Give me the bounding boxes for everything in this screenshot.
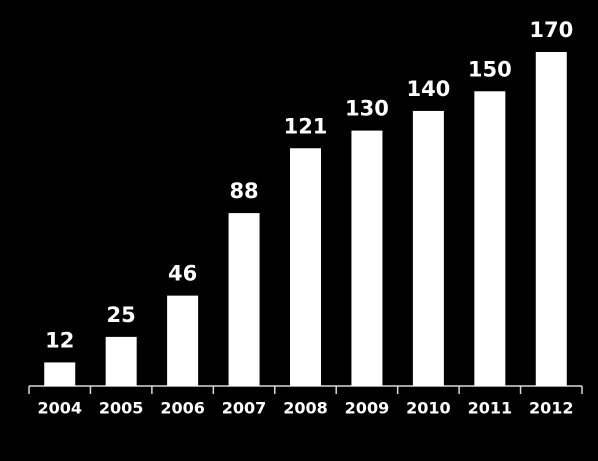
bar — [412, 110, 444, 387]
data-label: 121 — [284, 114, 328, 138]
x-tick-label: 2012 — [529, 399, 574, 418]
bar — [228, 213, 260, 386]
data-label: 140 — [406, 77, 450, 101]
data-label: 130 — [345, 97, 389, 121]
data-label: 88 — [229, 179, 258, 203]
data-label: 12 — [45, 328, 74, 352]
data-label: 25 — [107, 303, 136, 327]
x-tick-label: 2009 — [345, 399, 390, 418]
x-tick-label: 2006 — [160, 399, 205, 418]
bar — [290, 148, 321, 386]
data-label: 170 — [529, 18, 573, 42]
bar — [535, 52, 567, 386]
x-tick-label: 2008 — [283, 399, 328, 418]
x-tick-label: 2007 — [222, 399, 267, 418]
x-tick-label: 2004 — [37, 399, 82, 418]
x-tick-label: 2005 — [99, 399, 144, 418]
bar — [105, 336, 137, 386]
bar — [44, 362, 76, 386]
data-label: 150 — [468, 57, 512, 81]
bar — [474, 91, 506, 386]
x-tick-label: 2010 — [406, 399, 451, 418]
bar — [167, 295, 199, 386]
bar — [351, 130, 383, 386]
x-tick-label: 2011 — [468, 399, 513, 418]
data-label: 46 — [168, 262, 197, 286]
